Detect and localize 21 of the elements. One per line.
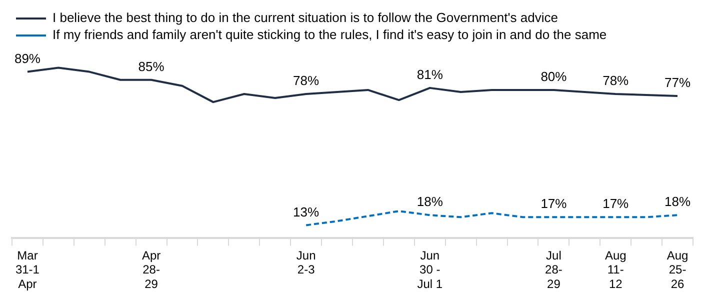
legend-label: I believe the best thing to do in the current situation is to follow the Government's advice [52, 10, 558, 26]
data-label: 89% [14, 50, 41, 66]
data-label: 85% [138, 58, 165, 74]
x-tick-label: Aug 11- 12 [604, 248, 626, 292]
x-tick-label: Apr 28- 29 [142, 248, 161, 292]
data-label: 81% [416, 67, 444, 82]
data-label: 77% [664, 75, 691, 90]
data-label: 78% [602, 73, 630, 88]
x-tick-label: Aug 25- 26 [666, 248, 688, 292]
data-label: 17% [602, 196, 630, 212]
x-tick-label: Mar 31-1 Apr [15, 248, 40, 292]
data-label: 18% [416, 194, 444, 210]
x-tick-label: Jun 30 - Jul 1 [417, 248, 443, 292]
data-label: 17% [540, 196, 568, 212]
x-tick-label: Jun 2-3 [296, 248, 316, 277]
data-label: 18% [664, 194, 691, 210]
data-label: 80% [540, 69, 568, 84]
data-label: 78% [293, 73, 320, 88]
legend-label: If my friends and family aren't quite sticking to the rules, I find it's easy to join in and do the same [52, 27, 607, 42]
x-tick-label: Jul 28- 29 [545, 248, 562, 292]
data-label: 13% [293, 204, 320, 220]
